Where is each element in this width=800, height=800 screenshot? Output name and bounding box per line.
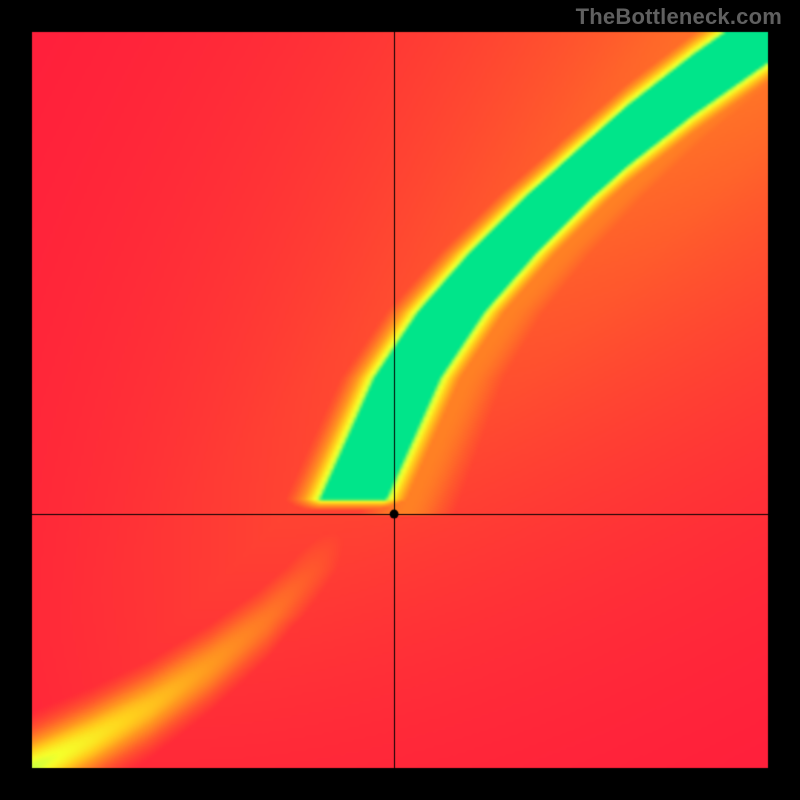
watermark-text: TheBottleneck.com <box>576 4 782 30</box>
chart-container: TheBottleneck.com <box>0 0 800 800</box>
heatmap-canvas <box>0 0 800 800</box>
